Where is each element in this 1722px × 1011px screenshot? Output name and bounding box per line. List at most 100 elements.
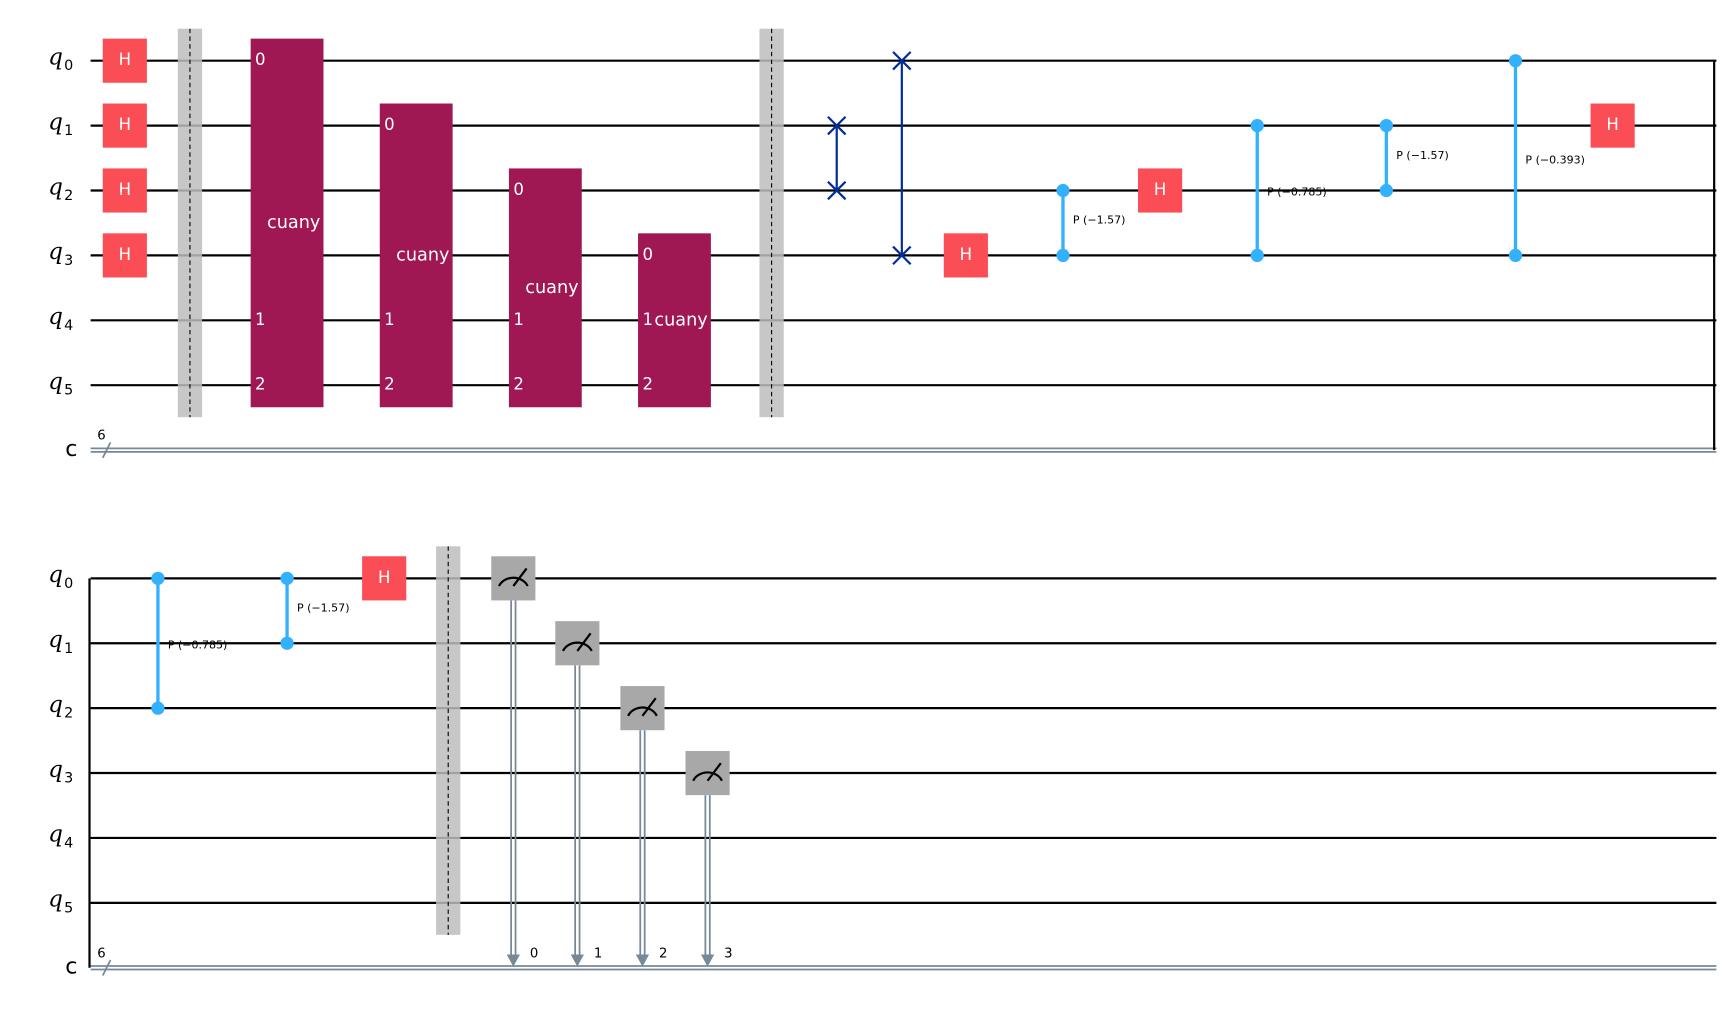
qubit-index: 4	[64, 835, 73, 851]
measure-bit: 0	[530, 946, 538, 961]
qubit-symbol: q	[48, 821, 63, 848]
gate-pin: 2	[642, 375, 653, 394]
gate-pin: 2	[513, 375, 524, 394]
gate-label: P (−0.785)	[1267, 186, 1327, 199]
classical-slash	[101, 441, 112, 459]
h-gate	[102, 233, 147, 278]
custom-gate	[638, 233, 711, 408]
qubit-index: 3	[64, 253, 73, 269]
qubit-symbol: q	[48, 626, 63, 653]
cp-dot	[151, 571, 165, 585]
swap-x	[827, 180, 847, 201]
measure-needle	[641, 697, 657, 717]
cp-dot	[280, 571, 294, 585]
classical-register: c	[65, 437, 77, 462]
gate-label: cuany	[654, 310, 707, 330]
gate-label: P (−1.57)	[1396, 149, 1449, 162]
qubit-index: 3	[64, 771, 73, 787]
gate-label: P (−1.57)	[297, 602, 350, 615]
qubit-index: 5	[64, 383, 73, 399]
measure-arrow	[700, 954, 715, 967]
gate-pin: 0	[255, 50, 266, 69]
classical-slash	[101, 959, 112, 976]
custom-gate	[379, 103, 453, 408]
cp-dot	[151, 701, 165, 715]
qubit-index: 1	[64, 123, 73, 139]
gate-pin: 2	[384, 375, 395, 394]
h-gate	[362, 556, 407, 601]
gate-label: P (−0.785)	[168, 638, 228, 651]
cp-dot	[280, 636, 294, 650]
measure-bit: 2	[659, 946, 667, 961]
measure-bit: 1	[594, 946, 602, 961]
cp-dot	[1056, 248, 1070, 263]
gate-label: cuany	[525, 278, 578, 298]
classical-size: 6	[97, 429, 105, 444]
cp-dot	[1250, 248, 1264, 263]
cp-dot	[1056, 183, 1070, 198]
gate-label: H	[119, 50, 131, 69]
qubit-index: 2	[64, 188, 73, 204]
swap-x	[892, 245, 912, 266]
qubit-index: 1	[64, 641, 73, 657]
cp-dot	[1250, 118, 1264, 133]
classical-size: 6	[97, 946, 105, 961]
custom-gate	[508, 168, 582, 408]
custom-gate	[250, 38, 324, 408]
qubit-index: 5	[64, 900, 73, 916]
gate-label: H	[119, 245, 131, 264]
h-gate	[102, 168, 147, 213]
measure-arc	[692, 771, 723, 782]
qubit-symbol: q	[48, 756, 63, 783]
gate-pin: 2	[255, 375, 266, 394]
qubit-symbol: q	[48, 238, 63, 265]
h-gate	[102, 103, 147, 148]
measure-arrow	[635, 954, 650, 967]
gate-label: H	[119, 180, 131, 199]
measure-arc	[497, 576, 529, 587]
qubit-symbol: q	[48, 303, 63, 330]
swap-x	[892, 51, 912, 71]
h-gate	[943, 233, 988, 278]
qubit-symbol: q	[48, 886, 63, 913]
gate-label: H	[1154, 180, 1166, 199]
qubit-symbol: q	[48, 43, 63, 70]
gate-pin: 1	[642, 310, 653, 329]
qubit-symbol: q	[48, 691, 63, 718]
swap-x	[827, 115, 847, 136]
qubit-symbol: q	[48, 108, 63, 135]
gate-pin: 0	[384, 115, 395, 134]
cp-dot	[1508, 54, 1523, 68]
cp-dot	[1508, 248, 1523, 263]
qubit-index: 0	[64, 58, 73, 74]
measure-arc	[627, 706, 658, 717]
qubit-symbol: q	[48, 561, 63, 588]
cp-dot	[1379, 183, 1393, 198]
gate-label: P (−1.57)	[1073, 214, 1126, 227]
h-gate	[102, 38, 147, 83]
qubit-symbol: q	[48, 368, 63, 395]
measure-needle	[512, 567, 528, 587]
measure-bit: 3	[724, 946, 732, 961]
gate-pin: 0	[642, 245, 653, 264]
measure-arrow	[506, 954, 520, 967]
measure-needle	[706, 762, 722, 782]
gate-pin: 0	[513, 180, 524, 199]
qubit-index: 0	[64, 576, 73, 592]
measure-needle	[576, 632, 592, 652]
qubit-index: 4	[64, 318, 73, 334]
cp-dot	[1379, 118, 1393, 133]
h-gate	[1590, 103, 1635, 148]
gate-label: H	[378, 568, 390, 587]
gate-pin: 1	[255, 310, 266, 329]
gate-label: H	[119, 115, 131, 134]
gate-pin: 1	[384, 310, 395, 329]
measure-arrow	[570, 954, 584, 967]
gate-pin: 1	[513, 310, 524, 329]
gate-label: cuany	[396, 245, 449, 265]
gate-label: P (−0.393)	[1525, 153, 1585, 166]
gate-label: cuany	[267, 213, 320, 233]
classical-register: c	[65, 955, 77, 980]
qubit-index: 2	[64, 706, 73, 722]
